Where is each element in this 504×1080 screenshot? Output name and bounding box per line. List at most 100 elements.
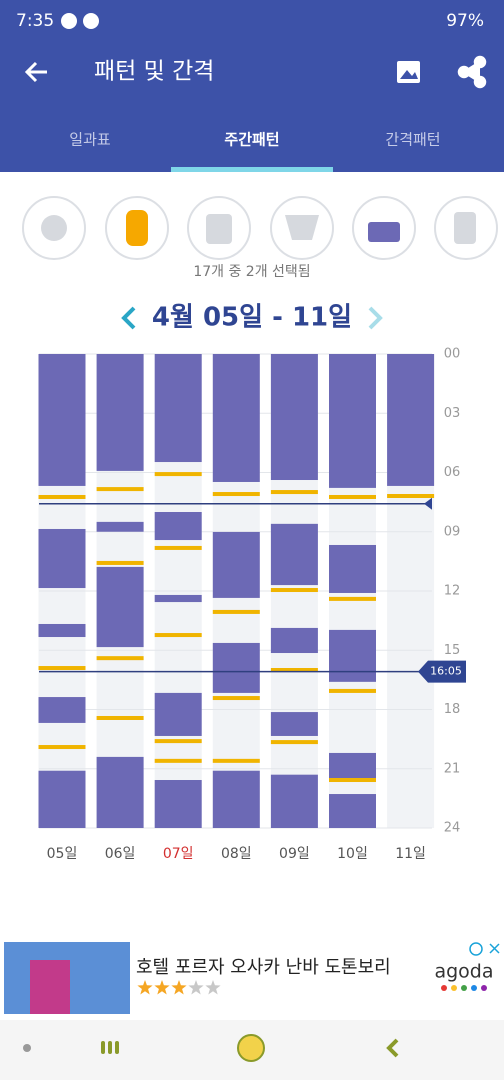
tab-indicator <box>171 167 333 172</box>
tab[interactable]: 주간패턴 <box>224 131 279 149</box>
y-tick-label: 12 <box>444 584 461 599</box>
back-button[interactable] <box>24 61 47 83</box>
feed-mark <box>270 490 318 495</box>
y-tick-label: 00 <box>444 347 461 362</box>
status-battery: 97% <box>446 11 484 31</box>
week-label: 4월 05일 - 11일 <box>152 303 352 333</box>
nav-back[interactable] <box>386 1038 399 1058</box>
icon-glyph <box>454 212 476 244</box>
sleep-block <box>270 523 318 586</box>
sleep-block <box>154 354 202 463</box>
nav-recent[interactable] <box>101 1041 119 1054</box>
y-tick-label: 24 <box>444 821 461 836</box>
feed-mark <box>154 758 202 763</box>
sleep-block <box>96 756 144 828</box>
feed-mark <box>329 494 376 499</box>
y-tick-label: 15 <box>444 643 461 658</box>
sleep-block <box>329 794 376 828</box>
sleep-block <box>38 354 86 486</box>
feed-mark <box>154 633 202 638</box>
sleep-block <box>154 512 202 541</box>
sleep-block <box>212 531 260 598</box>
sleep-block <box>387 354 435 486</box>
feed-mark <box>329 778 376 783</box>
feed-mark <box>154 739 202 744</box>
x-tick-label: 11일 <box>395 846 426 862</box>
image-button[interactable] <box>397 61 420 83</box>
status-icon <box>61 13 77 29</box>
sleep-block <box>270 354 318 481</box>
feed-mark <box>212 609 260 614</box>
x-tick-label: 06일 <box>105 846 136 862</box>
x-tick-label: 10일 <box>337 846 368 862</box>
sleep-block <box>212 642 260 693</box>
sleep-block <box>329 752 376 779</box>
icon-glyph <box>368 222 400 242</box>
share-button[interactable] <box>457 55 487 89</box>
ad-title: 호텔 포르자 오사카 난바 도톤보리 <box>136 957 391 978</box>
sleep-block <box>270 627 318 654</box>
sleep-block <box>329 629 376 682</box>
page-title: 패턴 및 간격 <box>94 59 214 85</box>
feed-mark <box>96 715 144 720</box>
brand-dot <box>441 985 447 991</box>
ad-image-detail <box>30 960 70 1014</box>
time-tag-label: 16:05 <box>430 665 462 678</box>
feed-mark <box>38 745 86 750</box>
icon-glyph <box>206 214 232 244</box>
sleep-block <box>270 774 318 828</box>
feed-mark <box>212 758 260 763</box>
y-tick-label: 09 <box>444 524 461 539</box>
rating-star <box>205 980 221 995</box>
sleep-block <box>154 780 202 828</box>
icon-glyph <box>285 215 319 240</box>
y-tick-label: 06 <box>444 465 461 480</box>
brand-dot <box>451 985 457 991</box>
nav-home[interactable] <box>23 1044 31 1052</box>
icon-glyph <box>41 215 67 241</box>
next-week[interactable] <box>368 306 383 330</box>
status-icon <box>83 13 99 29</box>
x-tick-label: 08일 <box>221 846 252 862</box>
feed-mark <box>38 666 86 671</box>
y-tick-label: 03 <box>444 406 461 421</box>
rating-star <box>171 980 187 995</box>
sleep-block <box>154 594 202 603</box>
rating-star <box>154 980 170 995</box>
sleep-block <box>154 692 202 736</box>
app-bar <box>0 0 504 172</box>
feed-mark <box>96 487 144 492</box>
y-tick-label: 18 <box>444 702 461 717</box>
sleep-block <box>38 770 86 828</box>
category-icons <box>22 196 498 260</box>
sleep-block <box>96 354 144 471</box>
brand-dot <box>481 985 487 991</box>
time-tag <box>424 497 432 510</box>
feed-mark <box>329 688 376 693</box>
ad-brand: agoda <box>434 961 493 983</box>
feed-mark <box>96 560 144 565</box>
ad-info[interactable] <box>469 942 483 956</box>
feed-mark <box>212 492 260 497</box>
sleep-block <box>212 354 260 482</box>
tab[interactable]: 일과표 <box>69 131 111 149</box>
nav-assistant[interactable] <box>237 1034 265 1062</box>
x-tick-label: 05일 <box>47 846 78 862</box>
tab[interactable]: 간격패턴 <box>385 131 440 149</box>
ad-banner[interactable]: 호텔 포르자 오사카 난바 도톤보리 agoda <box>0 934 504 1020</box>
icon-glyph <box>126 210 148 246</box>
feed-mark <box>329 596 376 601</box>
time-tag <box>418 660 466 683</box>
sleep-block <box>96 521 144 532</box>
weekly-chart: 00 03 06 09 12 15 18 21 24 16:05 05일 06일 07일 08일 09일 10… <box>38 347 466 862</box>
feed-mark <box>212 696 260 701</box>
ad-close[interactable] <box>489 943 500 954</box>
y-tick-label: 21 <box>444 761 461 776</box>
feed-mark <box>96 656 144 661</box>
sleep-block <box>270 712 318 736</box>
prev-week[interactable] <box>121 306 136 330</box>
feed-mark <box>154 472 202 477</box>
sleep-block <box>329 354 376 488</box>
